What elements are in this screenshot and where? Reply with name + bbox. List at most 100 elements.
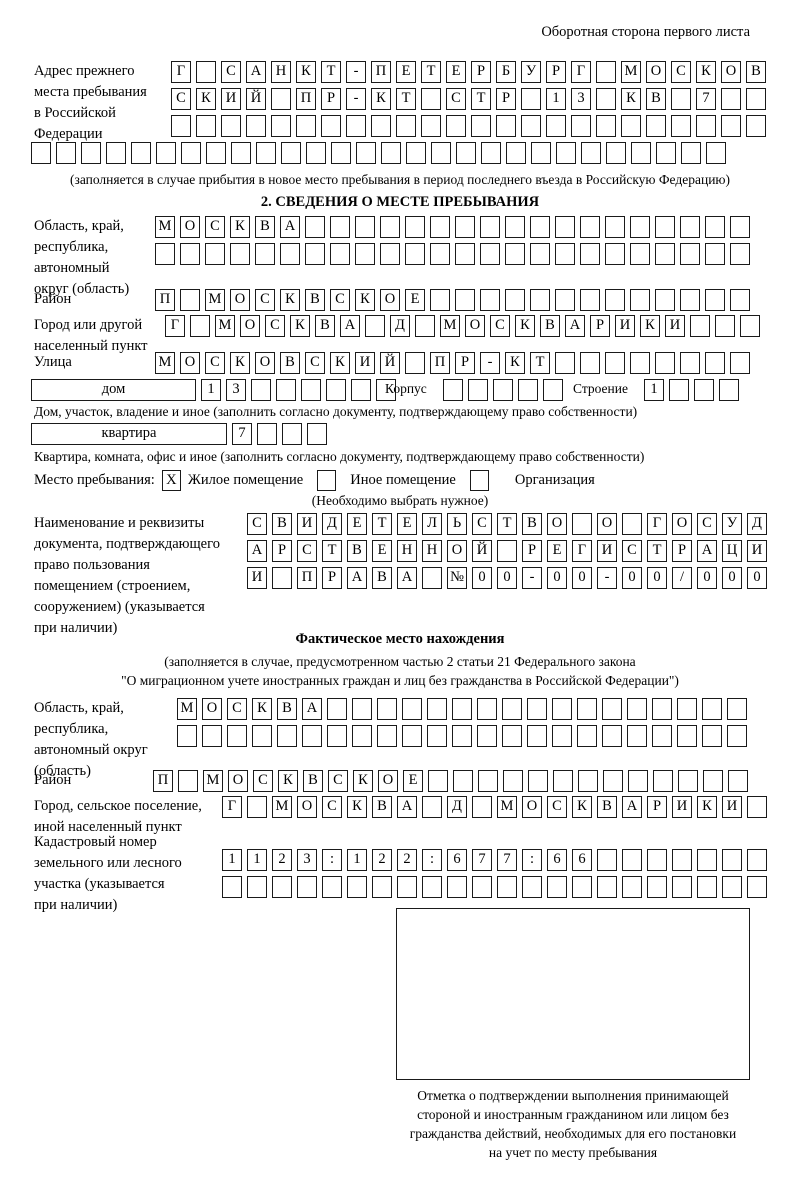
char-cell[interactable]: К [280, 289, 300, 311]
char-cell[interactable] [605, 352, 625, 374]
char-cell[interactable] [580, 352, 600, 374]
char-cell[interactable] [497, 876, 517, 898]
char-cell[interactable] [680, 216, 700, 238]
char-cell[interactable]: О [380, 289, 400, 311]
char-cell[interactable] [255, 243, 275, 265]
char-cell[interactable] [547, 876, 567, 898]
char-cell[interactable]: С [547, 796, 567, 818]
char-cell[interactable] [596, 115, 616, 137]
char-cell[interactable] [702, 725, 722, 747]
char-cell[interactable]: Т [396, 88, 416, 110]
char-cell[interactable]: - [597, 567, 617, 589]
char-cell[interactable]: С [247, 513, 267, 535]
char-cell[interactable]: М [272, 796, 292, 818]
char-cell[interactable] [522, 876, 542, 898]
char-cell[interactable] [653, 770, 673, 792]
char-cell[interactable] [672, 849, 692, 871]
char-cell[interactable] [502, 698, 522, 720]
char-cell[interactable] [721, 115, 741, 137]
char-cell[interactable]: А [697, 540, 717, 562]
char-cell[interactable] [580, 243, 600, 265]
char-cell[interactable] [427, 725, 447, 747]
char-cell[interactable]: В [372, 567, 392, 589]
char-cell[interactable] [596, 88, 616, 110]
char-cell[interactable] [180, 243, 200, 265]
char-cell[interactable]: М [155, 216, 175, 238]
char-cell[interactable] [556, 142, 576, 164]
char-cell[interactable]: А [622, 796, 642, 818]
char-cell[interactable]: С [205, 352, 225, 374]
char-cell[interactable] [296, 115, 316, 137]
char-cell[interactable] [596, 61, 616, 83]
char-cell[interactable] [422, 876, 442, 898]
char-cell[interactable] [597, 876, 617, 898]
flat-box-label[interactable]: квартира [31, 423, 227, 445]
char-cell[interactable] [422, 796, 442, 818]
char-cell[interactable] [472, 796, 492, 818]
char-cell[interactable]: О [202, 698, 222, 720]
char-cell[interactable]: У [722, 513, 742, 535]
char-cell[interactable]: И [221, 88, 241, 110]
char-cell[interactable]: В [277, 698, 297, 720]
char-cell[interactable]: В [303, 770, 323, 792]
char-cell[interactable]: Д [390, 315, 410, 337]
char-cell[interactable]: П [371, 61, 391, 83]
char-cell[interactable]: Н [271, 61, 291, 83]
char-cell[interactable] [478, 770, 498, 792]
char-cell[interactable]: Г [165, 315, 185, 337]
char-cell[interactable]: 2 [272, 849, 292, 871]
char-cell[interactable]: В [540, 315, 560, 337]
char-cell[interactable] [705, 352, 725, 374]
char-cell[interactable]: Т [421, 61, 441, 83]
char-cell[interactable]: Н [397, 540, 417, 562]
char-cell[interactable]: : [322, 849, 342, 871]
char-cell[interactable]: К [353, 770, 373, 792]
char-cell[interactable]: К [330, 352, 350, 374]
char-cell[interactable]: Р [672, 540, 692, 562]
char-cell[interactable] [302, 725, 322, 747]
char-cell[interactable] [421, 88, 441, 110]
char-cell[interactable]: О [378, 770, 398, 792]
char-cell[interactable]: В [272, 513, 292, 535]
char-cell[interactable] [603, 770, 623, 792]
char-cell[interactable]: Р [321, 88, 341, 110]
char-cell[interactable]: М [203, 770, 223, 792]
char-cell[interactable]: Ц [722, 540, 742, 562]
char-cell[interactable] [406, 142, 426, 164]
char-cell[interactable] [602, 698, 622, 720]
char-cell[interactable]: К [347, 796, 367, 818]
char-cell[interactable]: М [497, 796, 517, 818]
char-cell[interactable] [678, 770, 698, 792]
char-cell[interactable] [427, 698, 447, 720]
char-cell[interactable]: О [230, 289, 250, 311]
char-cell[interactable] [196, 61, 216, 83]
char-cell[interactable]: К [505, 352, 525, 374]
char-cell[interactable] [703, 770, 723, 792]
char-cell[interactable] [480, 216, 500, 238]
char-cell[interactable]: А [280, 216, 300, 238]
char-cell[interactable]: Т [530, 352, 550, 374]
char-cell[interactable]: Г [647, 513, 667, 535]
char-cell[interactable]: Д [747, 513, 767, 535]
char-cell[interactable]: Т [497, 513, 517, 535]
char-cell[interactable] [652, 725, 672, 747]
char-cell[interactable] [521, 115, 541, 137]
char-cell[interactable] [630, 352, 650, 374]
char-cell[interactable]: К [230, 352, 250, 374]
char-cell[interactable] [578, 770, 598, 792]
char-cell[interactable] [376, 379, 396, 401]
char-cell[interactable] [627, 698, 647, 720]
char-cell[interactable]: М [177, 698, 197, 720]
char-cell[interactable]: 1 [347, 849, 367, 871]
char-cell[interactable] [655, 352, 675, 374]
char-cell[interactable]: М [621, 61, 641, 83]
char-cell[interactable]: О [721, 61, 741, 83]
char-cell[interactable]: В [746, 61, 766, 83]
char-cell[interactable] [580, 289, 600, 311]
char-cell[interactable]: 0 [622, 567, 642, 589]
char-cell[interactable] [747, 876, 767, 898]
char-cell[interactable]: С [446, 88, 466, 110]
